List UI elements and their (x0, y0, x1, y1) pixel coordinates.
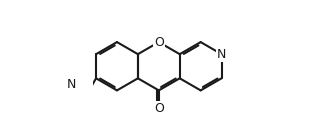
Text: O: O (154, 36, 164, 49)
Text: N: N (217, 48, 226, 61)
Text: O: O (154, 102, 164, 115)
Text: N: N (67, 78, 76, 91)
